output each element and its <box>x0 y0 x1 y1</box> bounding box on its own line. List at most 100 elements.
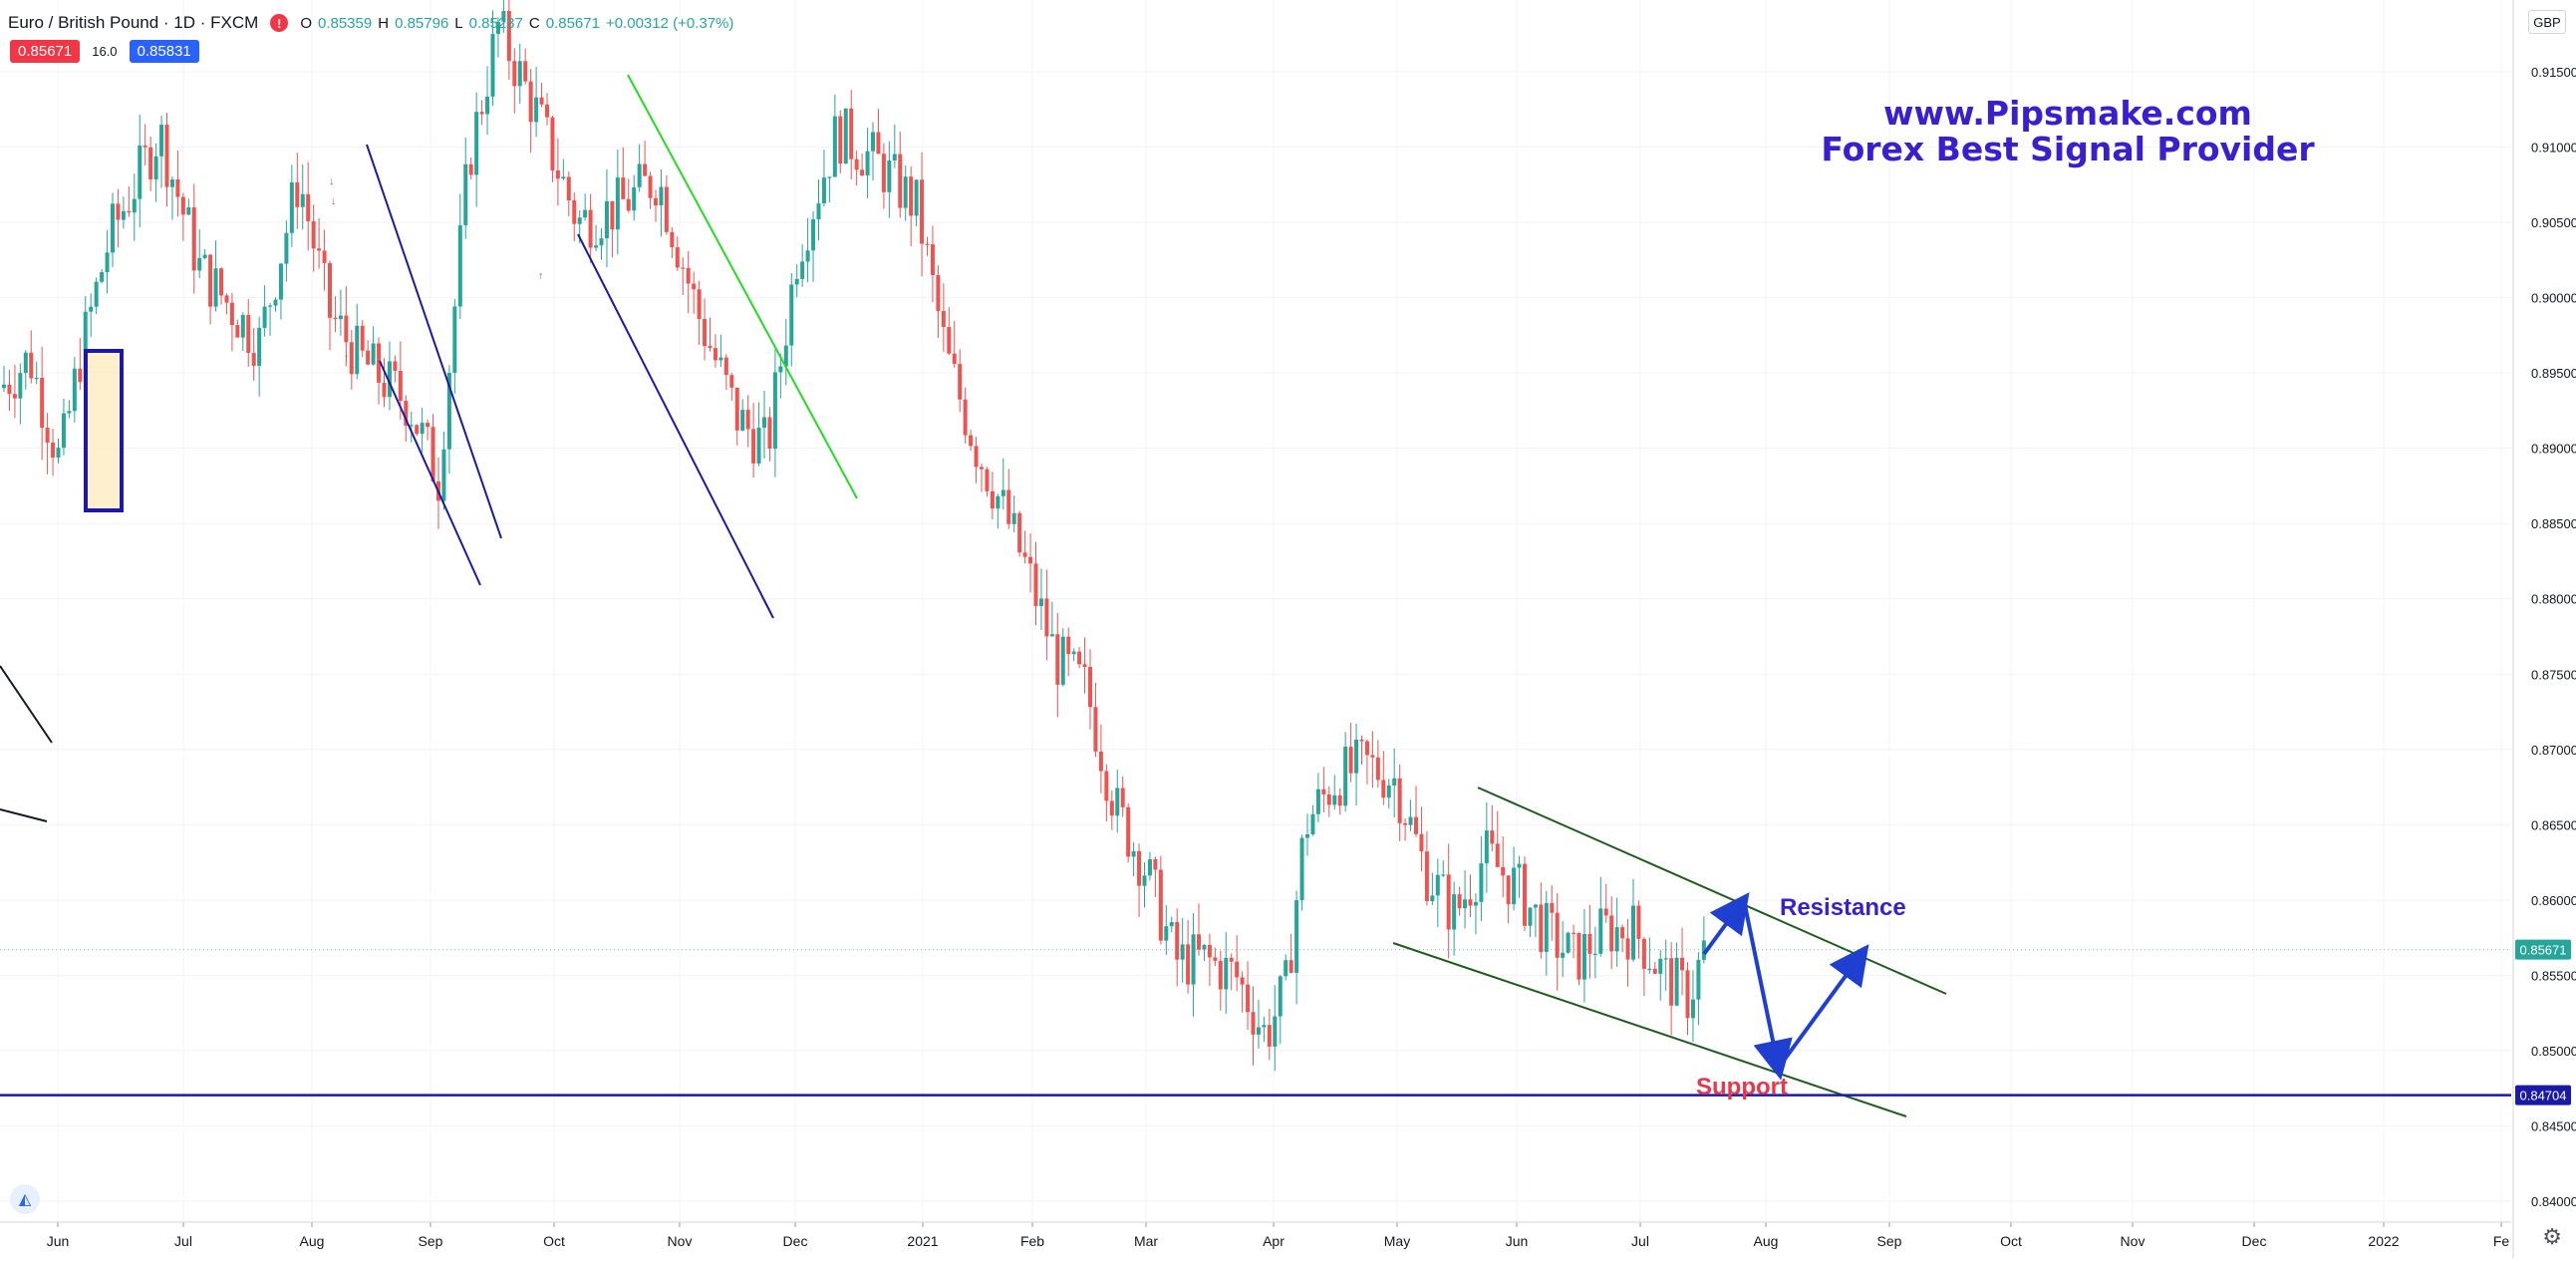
candle-body <box>446 372 451 450</box>
candle-body <box>1603 908 1608 916</box>
candle-body <box>1663 958 1668 960</box>
candle-body <box>485 96 490 115</box>
tradingview-logo-icon[interactable]: ◭ <box>10 1184 40 1214</box>
candle-body <box>366 350 371 365</box>
x-tick-label: 2021 <box>907 1233 938 1249</box>
candle-body <box>474 112 479 175</box>
candle-body <box>550 117 555 171</box>
support-price-label: 0.84704 <box>2520 1089 2567 1104</box>
candle-body <box>251 353 256 366</box>
candle-body <box>1332 794 1337 805</box>
candle-body <box>284 232 289 264</box>
candle-body <box>490 34 495 97</box>
candle-body <box>887 160 892 192</box>
candle-body <box>865 151 870 176</box>
candle-body <box>985 469 990 491</box>
candle-body <box>51 442 56 459</box>
candle-body <box>1359 739 1364 742</box>
chart-header: Euro / British Pound · 1D · FXCM ! O 0.85… <box>8 10 733 36</box>
candle-body <box>805 250 810 262</box>
candle-body <box>703 319 708 347</box>
candle-body <box>420 423 425 435</box>
candle-body <box>1598 908 1603 954</box>
candle-body <box>229 302 234 326</box>
sell-button[interactable]: 0.85671 <box>10 40 81 63</box>
candle-body <box>1299 837 1304 901</box>
candle-body <box>1186 944 1191 985</box>
candle-body <box>344 315 349 343</box>
candle-body <box>1375 757 1380 781</box>
candle-body <box>1403 822 1408 825</box>
signal-marker: ↓ <box>329 175 335 187</box>
candle-body <box>756 428 761 464</box>
candle-body <box>561 176 566 179</box>
candles <box>2 0 1706 1072</box>
settings-gear-icon[interactable]: ⚙ <box>2542 1224 2562 1249</box>
candle-body <box>202 254 207 258</box>
candle-body <box>1435 874 1440 896</box>
candle-body <box>2 384 6 389</box>
candle-body <box>387 361 392 398</box>
x-tick-label: May <box>1384 1233 1410 1249</box>
candle-body <box>457 224 462 307</box>
candle-body <box>1397 778 1402 823</box>
buy-button[interactable]: 0.85831 <box>129 40 199 63</box>
candle-body <box>1256 1027 1261 1035</box>
candle-body <box>1240 977 1245 985</box>
candle-body <box>1609 915 1614 952</box>
candle-body <box>974 446 979 468</box>
candle-body <box>1310 813 1315 835</box>
candle-body <box>1381 780 1386 798</box>
candle-body <box>34 377 39 380</box>
candle-body <box>1484 830 1489 864</box>
symbol-title[interactable]: Euro / British Pound · 1D · FXCM <box>8 13 259 32</box>
trade-pills: 0.85671 16.0 0.85831 <box>10 40 199 63</box>
candle-body <box>12 394 17 399</box>
candle-body <box>686 267 691 284</box>
candle-body <box>643 163 648 176</box>
candle-body <box>615 177 620 230</box>
candle-body <box>621 177 626 199</box>
candle-body <box>881 154 886 192</box>
candle-body <box>262 306 267 328</box>
candle-body <box>224 295 229 303</box>
candle-body <box>789 284 794 346</box>
candle-body <box>534 97 539 123</box>
candle-body <box>1408 816 1413 825</box>
candle-body <box>528 81 533 123</box>
candle-body <box>734 387 739 431</box>
candle-body <box>626 198 631 211</box>
candle-body <box>441 449 446 501</box>
candle-body <box>300 193 305 207</box>
candle-body <box>990 490 995 509</box>
candle-body <box>1631 905 1635 960</box>
candle-body <box>692 283 697 290</box>
candle-body <box>670 231 675 248</box>
candle-body <box>1457 894 1462 909</box>
candle-body <box>871 132 875 152</box>
candle-body <box>1539 904 1544 952</box>
candle-body <box>1088 667 1092 708</box>
candle-body <box>382 382 387 398</box>
time-axis: Jun Jul Aug Sep Oct Nov Dec 2021 Feb Mar Apr May Jun… <box>0 1221 2511 1249</box>
alert-icon[interactable]: ! <box>270 14 289 32</box>
candle-body <box>89 306 94 312</box>
candle-body <box>468 163 473 175</box>
candle-body <box>1495 843 1500 867</box>
candle-body <box>941 311 946 328</box>
arrow-down <box>1743 904 1793 1081</box>
candle-body <box>1071 651 1076 655</box>
arrow-up-2 <box>1776 944 1869 1071</box>
candle-body <box>930 244 935 275</box>
candle-body <box>1147 858 1152 876</box>
currency-button[interactable]: GBP <box>2528 10 2566 34</box>
low-label: L <box>454 14 463 32</box>
candle-body <box>664 186 669 232</box>
candle-body <box>577 217 582 224</box>
candle-body <box>1022 552 1027 557</box>
candle-body <box>148 147 153 179</box>
trend-line-3 <box>577 233 774 619</box>
candle-body <box>1343 747 1348 806</box>
